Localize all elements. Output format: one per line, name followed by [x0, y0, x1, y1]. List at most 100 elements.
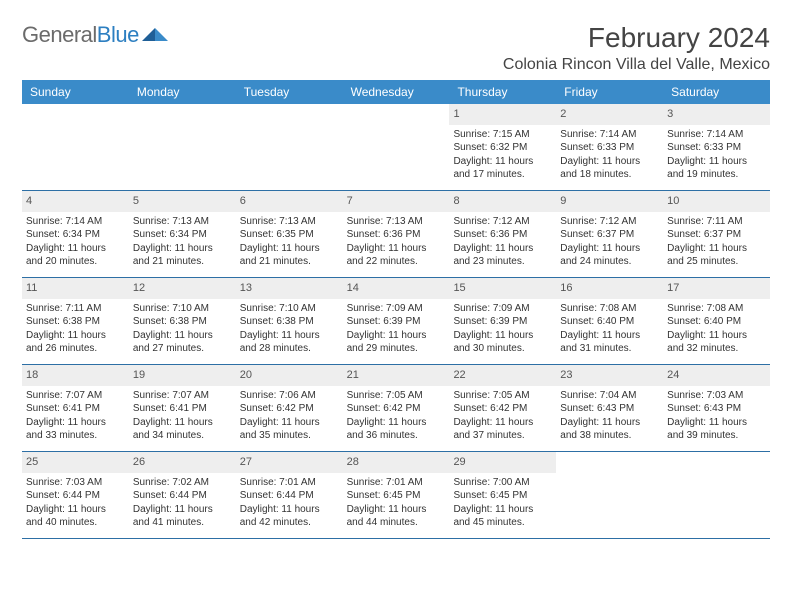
- daylight-text: Daylight: 11 hours: [667, 329, 766, 343]
- daylight-text: and 41 minutes.: [133, 516, 232, 530]
- day-cell: 4Sunrise: 7:14 AMSunset: 6:34 PMDaylight…: [22, 191, 129, 277]
- sunset-text: Sunset: 6:39 PM: [347, 315, 446, 329]
- date-number: 6: [236, 191, 343, 212]
- date-number: 15: [449, 278, 556, 299]
- sunrise-text: Sunrise: 7:11 AM: [26, 302, 125, 316]
- daylight-text: and 24 minutes.: [560, 255, 659, 269]
- dayhead-thu: Thursday: [449, 80, 556, 104]
- brand-triangles-icon: [142, 25, 168, 41]
- daylight-text: and 22 minutes.: [347, 255, 446, 269]
- date-number: 4: [22, 191, 129, 212]
- brand-name: GeneralBlue: [22, 22, 139, 48]
- month-title: February 2024: [503, 22, 770, 54]
- daylight-text: Daylight: 11 hours: [26, 329, 125, 343]
- sunrise-text: Sunrise: 7:03 AM: [667, 389, 766, 403]
- sunset-text: Sunset: 6:33 PM: [667, 141, 766, 155]
- daylight-text: Daylight: 11 hours: [26, 242, 125, 256]
- day-cell: 10Sunrise: 7:11 AMSunset: 6:37 PMDayligh…: [663, 191, 770, 277]
- sunset-text: Sunset: 6:34 PM: [26, 228, 125, 242]
- sunrise-text: Sunrise: 7:07 AM: [133, 389, 232, 403]
- sunset-text: Sunset: 6:32 PM: [453, 141, 552, 155]
- sunrise-text: Sunrise: 7:08 AM: [560, 302, 659, 316]
- daylight-text: and 42 minutes.: [240, 516, 339, 530]
- date-number: 13: [236, 278, 343, 299]
- sunrise-text: Sunrise: 7:04 AM: [560, 389, 659, 403]
- sunrise-text: Sunrise: 7:10 AM: [240, 302, 339, 316]
- daylight-text: and 37 minutes.: [453, 429, 552, 443]
- daylight-text: and 17 minutes.: [453, 168, 552, 182]
- daylight-text: and 26 minutes.: [26, 342, 125, 356]
- day-cell: 1Sunrise: 7:15 AMSunset: 6:32 PMDaylight…: [449, 104, 556, 190]
- sunset-text: Sunset: 6:44 PM: [240, 489, 339, 503]
- day-cell-empty: [129, 104, 236, 190]
- date-number: 19: [129, 365, 236, 386]
- day-cell: 5Sunrise: 7:13 AMSunset: 6:34 PMDaylight…: [129, 191, 236, 277]
- sunrise-text: Sunrise: 7:02 AM: [133, 476, 232, 490]
- daylight-text: Daylight: 11 hours: [453, 155, 552, 169]
- daylight-text: Daylight: 11 hours: [453, 503, 552, 517]
- daylight-text: and 40 minutes.: [26, 516, 125, 530]
- day-cell: 11Sunrise: 7:11 AMSunset: 6:38 PMDayligh…: [22, 278, 129, 364]
- weekday-header-row: Sunday Monday Tuesday Wednesday Thursday…: [22, 80, 770, 104]
- daylight-text: Daylight: 11 hours: [453, 329, 552, 343]
- sunset-text: Sunset: 6:33 PM: [560, 141, 659, 155]
- daylight-text: Daylight: 11 hours: [347, 242, 446, 256]
- date-number: 5: [129, 191, 236, 212]
- dayhead-fri: Friday: [556, 80, 663, 104]
- sunset-text: Sunset: 6:37 PM: [560, 228, 659, 242]
- day-cell: 8Sunrise: 7:12 AMSunset: 6:36 PMDaylight…: [449, 191, 556, 277]
- day-cell: 2Sunrise: 7:14 AMSunset: 6:33 PMDaylight…: [556, 104, 663, 190]
- daylight-text: Daylight: 11 hours: [347, 329, 446, 343]
- day-cell: 27Sunrise: 7:01 AMSunset: 6:44 PMDayligh…: [236, 452, 343, 538]
- date-number: 25: [22, 452, 129, 473]
- daylight-text: Daylight: 11 hours: [667, 155, 766, 169]
- day-cell: 13Sunrise: 7:10 AMSunset: 6:38 PMDayligh…: [236, 278, 343, 364]
- sunset-text: Sunset: 6:38 PM: [26, 315, 125, 329]
- daylight-text: and 27 minutes.: [133, 342, 232, 356]
- daylight-text: Daylight: 11 hours: [133, 329, 232, 343]
- date-number: 7: [343, 191, 450, 212]
- daylight-text: Daylight: 11 hours: [133, 416, 232, 430]
- sunset-text: Sunset: 6:44 PM: [133, 489, 232, 503]
- sunrise-text: Sunrise: 7:12 AM: [453, 215, 552, 229]
- day-cell: 18Sunrise: 7:07 AMSunset: 6:41 PMDayligh…: [22, 365, 129, 451]
- sunrise-text: Sunrise: 7:09 AM: [453, 302, 552, 316]
- daylight-text: Daylight: 11 hours: [667, 416, 766, 430]
- brand-name-blue: Blue: [97, 22, 139, 47]
- date-number: 16: [556, 278, 663, 299]
- sunset-text: Sunset: 6:42 PM: [453, 402, 552, 416]
- daylight-text: and 28 minutes.: [240, 342, 339, 356]
- sunset-text: Sunset: 6:36 PM: [453, 228, 552, 242]
- daylight-text: and 23 minutes.: [453, 255, 552, 269]
- sunrise-text: Sunrise: 7:11 AM: [667, 215, 766, 229]
- sunset-text: Sunset: 6:43 PM: [667, 402, 766, 416]
- sunset-text: Sunset: 6:42 PM: [347, 402, 446, 416]
- date-number: 21: [343, 365, 450, 386]
- sunset-text: Sunset: 6:36 PM: [347, 228, 446, 242]
- sunset-text: Sunset: 6:35 PM: [240, 228, 339, 242]
- date-number: 29: [449, 452, 556, 473]
- day-cell: 12Sunrise: 7:10 AMSunset: 6:38 PMDayligh…: [129, 278, 236, 364]
- sunset-text: Sunset: 6:38 PM: [240, 315, 339, 329]
- dayhead-tue: Tuesday: [236, 80, 343, 104]
- date-number: 8: [449, 191, 556, 212]
- daylight-text: and 29 minutes.: [347, 342, 446, 356]
- daylight-text: Daylight: 11 hours: [240, 416, 339, 430]
- sunrise-text: Sunrise: 7:13 AM: [347, 215, 446, 229]
- date-number: 14: [343, 278, 450, 299]
- sunrise-text: Sunrise: 7:00 AM: [453, 476, 552, 490]
- sunrise-text: Sunrise: 7:01 AM: [240, 476, 339, 490]
- day-cell: 17Sunrise: 7:08 AMSunset: 6:40 PMDayligh…: [663, 278, 770, 364]
- sunrise-text: Sunrise: 7:05 AM: [453, 389, 552, 403]
- sunset-text: Sunset: 6:45 PM: [347, 489, 446, 503]
- sunrise-text: Sunrise: 7:08 AM: [667, 302, 766, 316]
- day-cell: 19Sunrise: 7:07 AMSunset: 6:41 PMDayligh…: [129, 365, 236, 451]
- dayhead-sat: Saturday: [663, 80, 770, 104]
- day-cell: 28Sunrise: 7:01 AMSunset: 6:45 PMDayligh…: [343, 452, 450, 538]
- sunrise-text: Sunrise: 7:07 AM: [26, 389, 125, 403]
- day-cell-empty: [556, 452, 663, 538]
- calendar-grid: Sunday Monday Tuesday Wednesday Thursday…: [22, 80, 770, 539]
- location-title: Colonia Rincon Villa del Valle, Mexico: [503, 56, 770, 74]
- day-cell-empty: [343, 104, 450, 190]
- date-number: 2: [556, 104, 663, 125]
